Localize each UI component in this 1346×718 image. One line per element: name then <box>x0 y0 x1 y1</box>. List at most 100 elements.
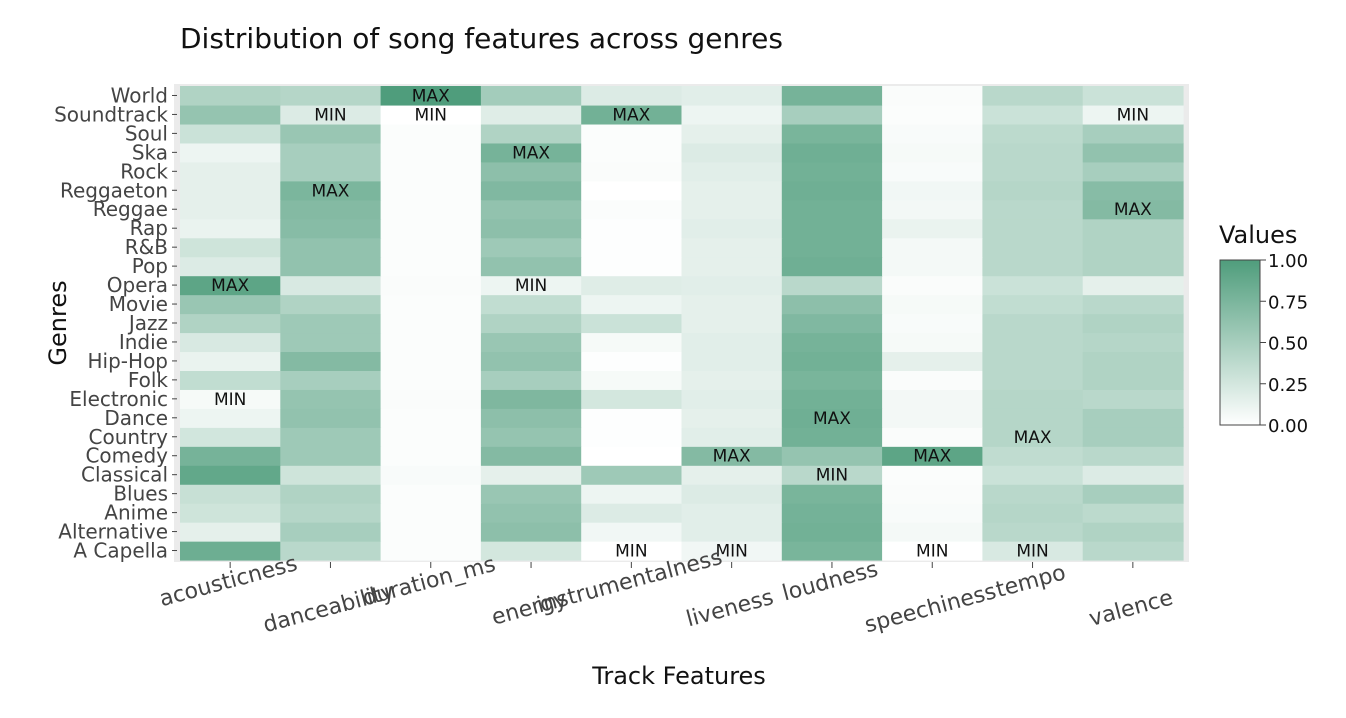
heatmap-cell <box>1082 351 1184 371</box>
heatmap-cell <box>180 332 281 353</box>
heatmap-cell <box>882 522 983 542</box>
heatmap-cell <box>781 86 883 106</box>
y-tick-label: Jazz <box>127 311 168 335</box>
chart-title: Distribution of song features across gen… <box>180 22 783 55</box>
heatmap-cell <box>882 465 983 485</box>
heatmap-cell <box>480 541 582 561</box>
heatmap-cell <box>380 465 482 485</box>
y-tick-label: Hip-Hop <box>88 349 168 373</box>
heatmap-cell <box>681 180 783 201</box>
heatmap-cell <box>1082 446 1184 466</box>
heatmap-cell <box>480 503 582 523</box>
heatmap-cell <box>480 484 582 504</box>
heatmap-cell <box>581 541 683 561</box>
heatmap-cell <box>1082 294 1184 315</box>
y-tick-label: Reggae <box>93 197 168 221</box>
heatmap-cell <box>681 370 783 390</box>
heatmap-cell <box>280 446 382 466</box>
heatmap-cell <box>280 142 382 163</box>
heatmap-cell <box>1082 408 1184 428</box>
y-tick-label: Opera <box>107 273 168 297</box>
heatmap-cell <box>781 351 883 371</box>
heatmap-cell <box>180 275 281 296</box>
heatmap-cell <box>982 370 1084 390</box>
heatmap-cell <box>280 123 382 144</box>
heatmap-cell <box>1082 332 1184 353</box>
heatmap-cell <box>180 389 281 409</box>
cell-annotation: MAX <box>813 409 851 429</box>
heatmap-cell <box>982 427 1084 447</box>
heatmap-cell <box>1082 427 1184 447</box>
cell-annotation: MIN <box>615 542 647 562</box>
x-tick-label: speechiness <box>862 579 999 638</box>
heatmap-cell <box>781 427 883 447</box>
heatmap-cell <box>982 161 1084 182</box>
heatmap-cell <box>280 218 382 239</box>
heatmap-cell <box>882 237 983 258</box>
heatmap-cell <box>581 389 683 409</box>
heatmap-cell <box>280 237 382 258</box>
heatmap-cell <box>681 294 783 315</box>
heatmap-cell <box>982 256 1084 277</box>
heatmap-cell <box>681 199 783 220</box>
heatmap-cell <box>380 180 482 201</box>
heatmap-cell <box>982 408 1084 428</box>
heatmap-cell <box>480 446 582 466</box>
heatmap-cell <box>380 313 482 334</box>
heatmap-cell <box>982 180 1084 201</box>
x-tick-label: liveness <box>684 585 777 632</box>
heatmap-cell <box>982 465 1084 485</box>
heatmap-cell <box>982 86 1084 106</box>
heatmap-cell <box>1082 104 1184 125</box>
heatmap-cell <box>681 161 783 182</box>
heatmap-cell <box>581 408 683 428</box>
y-tick-label: Rock <box>120 159 168 183</box>
cell-annotation: MIN <box>1117 105 1149 125</box>
heatmap-cell <box>781 104 883 125</box>
heatmap-cell <box>280 294 382 315</box>
heatmap-cell <box>681 256 783 277</box>
cell-annotation: MAX <box>713 447 751 467</box>
heatmap-cell <box>380 541 482 561</box>
heatmap-cell <box>982 313 1084 334</box>
heatmap-cell <box>581 503 683 523</box>
y-tick-label: R&B <box>125 235 168 259</box>
heatmap-cell <box>681 541 783 561</box>
y-tick-label: Comedy <box>85 444 168 468</box>
heatmap-cell <box>982 218 1084 239</box>
heatmap-cell <box>480 256 582 277</box>
heatmap-cell <box>781 522 883 542</box>
heatmap-cell <box>280 199 382 220</box>
y-tick-label: Soul <box>125 121 168 145</box>
heatmap-cell <box>380 275 482 296</box>
heatmap-cell <box>681 237 783 258</box>
heatmap-cell <box>681 332 783 353</box>
x-tick-label: valence <box>1087 586 1176 632</box>
heatmap-cell <box>581 161 683 182</box>
heatmap-cell <box>882 313 983 334</box>
heatmap-cell <box>781 294 883 315</box>
heatmap-cell <box>581 104 683 125</box>
heatmap-cell <box>882 294 983 315</box>
heatmap-cell <box>180 465 281 485</box>
heatmap-cell <box>581 275 683 296</box>
heatmap-cell <box>380 86 482 106</box>
heatmap-cell <box>480 142 582 163</box>
heatmap-cell <box>280 503 382 523</box>
heatmap-cell <box>1082 465 1184 485</box>
heatmap-cell <box>882 256 983 277</box>
heatmap-cell <box>1082 541 1184 561</box>
heatmap-cell <box>280 408 382 428</box>
heatmap-cell <box>480 237 582 258</box>
heatmap-cell <box>380 522 482 542</box>
heatmap-cell <box>280 465 382 485</box>
heatmap-cell <box>180 142 281 163</box>
cell-annotation: MAX <box>211 276 249 296</box>
y-axis-title: Genres <box>44 280 72 365</box>
heatmap-cell <box>180 351 281 371</box>
heatmap-cell <box>380 370 482 390</box>
heatmap-cell <box>480 389 582 409</box>
heatmap-cell <box>781 332 883 353</box>
